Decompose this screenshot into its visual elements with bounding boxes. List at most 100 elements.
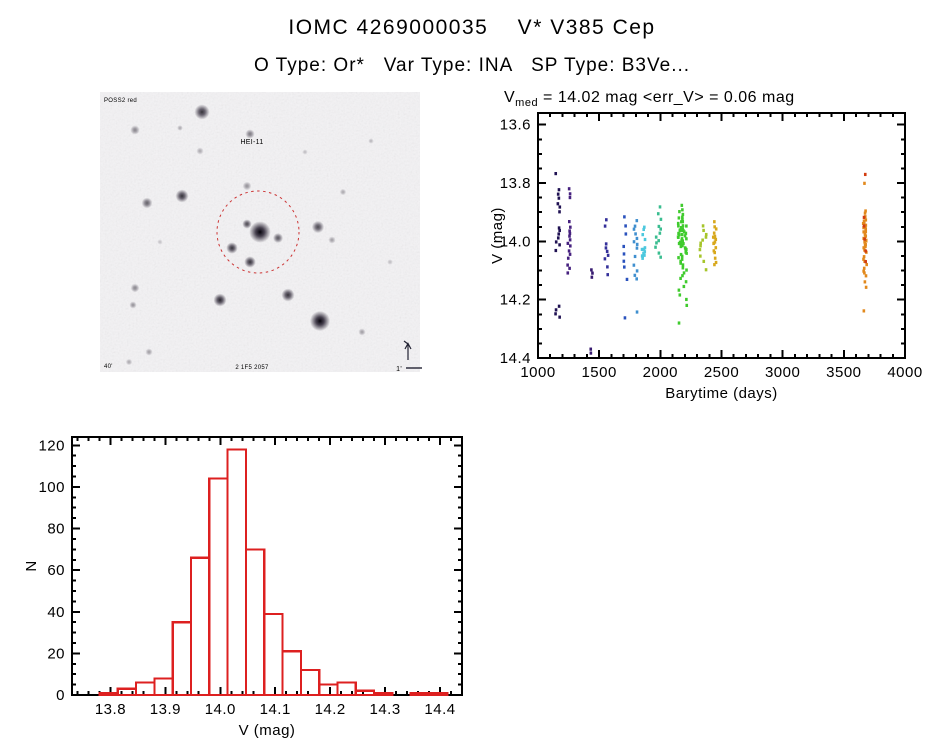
series-epoch-1160 <box>554 171 562 319</box>
star <box>249 221 271 243</box>
y-tick-label: 14.0 <box>500 233 531 250</box>
series-epoch-2350 <box>698 224 708 272</box>
histogram-bar <box>134 681 156 697</box>
histogram-bar <box>171 621 193 697</box>
series-epoch-3672-red <box>862 172 867 264</box>
axes-group <box>537 112 906 359</box>
target-label: HEI-11 <box>240 139 263 146</box>
x-tick-label: 14.1 <box>260 701 291 718</box>
x-axis-title: V (mag) <box>239 722 296 739</box>
y-tick-label: 100 <box>38 479 65 496</box>
x-tick-label: 3500 <box>826 364 861 381</box>
histogram-bar <box>299 668 321 697</box>
star <box>309 310 331 332</box>
field-size-label: 40' <box>104 364 113 370</box>
y-tick-label: 80 <box>47 521 65 538</box>
y-tick-label: 13.6 <box>500 117 531 134</box>
star <box>129 301 137 309</box>
histogram-bar <box>409 691 431 697</box>
series-epoch-2445 <box>711 220 718 267</box>
x-axis-title: Barytime (days) <box>665 385 778 402</box>
star <box>387 259 393 265</box>
histogram-bar <box>372 691 394 697</box>
y-axis-title: V (mag) <box>489 207 506 264</box>
x-tick-label: 4000 <box>887 364 922 381</box>
magnitude-histogram: 13.8 13.9 14.0 14.1 14.2 14.3 14.4 0 20 40 60 80 100… <box>23 436 463 739</box>
histogram-bar <box>336 681 357 697</box>
star <box>245 129 255 139</box>
x-tick-label: 1000 <box>520 364 555 381</box>
x-tick-label: 1500 <box>581 364 616 381</box>
light-curve-plot: 1000 1500 2000 2500 3000 3500 4000 13.6 13.8 14.0… <box>489 89 922 402</box>
series-epoch-1440 <box>589 268 594 355</box>
y-tick-label: 40 <box>47 604 65 621</box>
x-tick-label: 2500 <box>704 364 739 381</box>
page-subtitle: O Type: Or* Var Type: INA SP Type: B3Ve.… <box>253 55 691 76</box>
histogram-bar <box>263 612 284 697</box>
y-tick-label: 60 <box>47 562 65 579</box>
histogram-bar <box>98 691 119 697</box>
x-tick-label: 3000 <box>765 364 800 381</box>
x-tick-label: 2000 <box>643 364 678 381</box>
star <box>302 149 308 155</box>
y-tick-label: 20 <box>47 645 65 662</box>
y-tick-label: 14.4 <box>500 350 531 367</box>
star <box>368 138 374 144</box>
y-tick-label: 13.8 <box>500 175 531 192</box>
star <box>196 147 204 155</box>
star-field-group <box>125 104 393 366</box>
x-tick-label: 13.8 <box>95 701 126 718</box>
scale-bar-label: 1' <box>396 366 402 373</box>
star <box>358 328 366 336</box>
series-epoch-1980 <box>654 205 663 259</box>
y-tick-label: 14.2 <box>500 292 531 309</box>
star <box>194 104 210 120</box>
histogram-bar <box>427 691 449 697</box>
star <box>242 219 252 229</box>
x-tick-label: 14.3 <box>369 701 400 718</box>
histogram-bar <box>281 650 302 697</box>
x-tick-label: 14.2 <box>315 701 346 718</box>
star <box>311 220 325 234</box>
series-epoch-1795 <box>632 219 639 314</box>
axes-group <box>71 436 463 696</box>
histogram-bar <box>208 477 229 697</box>
page-title: IOMC 4269000035 V* V385 Cep <box>288 16 656 39</box>
histogram-bar <box>354 689 376 697</box>
star <box>328 236 336 244</box>
star <box>281 288 295 302</box>
star <box>130 125 140 135</box>
data-points-group <box>554 171 868 355</box>
series-epoch-1560 <box>603 218 610 277</box>
histogram-bar <box>244 548 266 697</box>
star <box>177 125 183 131</box>
plate-info-label: 2 1F5 2057 <box>235 365 269 371</box>
histogram-bar <box>226 448 248 697</box>
histogram-bar <box>153 677 174 697</box>
star <box>226 242 238 254</box>
series-epoch-2180 <box>676 203 689 325</box>
series-epoch-1255 <box>566 187 572 275</box>
star <box>157 239 163 245</box>
axis-labels-group: 1000 1500 2000 2500 3000 3500 4000 13.6 13.8 14.0… <box>489 117 922 402</box>
x-tick-label: 14.0 <box>205 701 236 718</box>
aperture-circle <box>216 190 300 274</box>
axis-labels-group: 13.8 13.9 14.0 14.1 14.2 14.3 14.4 0 20 40 60 80 100… <box>23 437 455 739</box>
x-tick-label: 13.9 <box>150 701 181 718</box>
light-curve-title: Vmed = 14.02 mag <err_V> = 0.06 mag <box>504 89 795 109</box>
star <box>244 256 256 268</box>
star <box>339 188 347 196</box>
star <box>175 189 189 203</box>
star <box>130 283 140 293</box>
series-epoch-3672 <box>861 181 868 313</box>
star <box>213 293 227 307</box>
y-axis-title: N <box>23 560 40 571</box>
finding-chart: POSS2 red HEI-11 40' 2 1F5 2057 1' <box>100 92 422 373</box>
series-epoch-1715 <box>622 215 629 320</box>
y-tick-label: 0 <box>56 687 65 704</box>
star <box>125 358 133 366</box>
y-tick-label: 120 <box>38 437 65 454</box>
x-tick-label: 14.4 <box>424 701 455 718</box>
histogram-bar <box>189 556 211 697</box>
